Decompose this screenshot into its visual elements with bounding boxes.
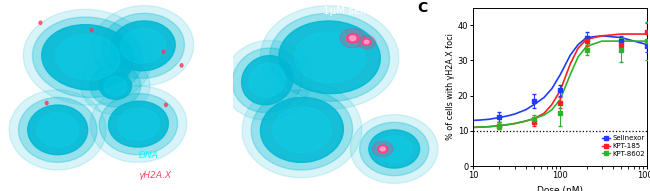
Legend: Selinexor, KPT-185, KPT-8602: Selinexor, KPT-185, KPT-8602 — [599, 133, 647, 159]
Text: γH2A.X: γH2A.X — [138, 171, 172, 180]
Ellipse shape — [111, 21, 176, 71]
Y-axis label: % of cells with γH2A.X foci: % of cells with γH2A.X foci — [446, 33, 455, 140]
Ellipse shape — [90, 65, 141, 107]
Ellipse shape — [164, 103, 167, 107]
Ellipse shape — [90, 86, 187, 162]
Ellipse shape — [99, 73, 131, 99]
Ellipse shape — [350, 36, 356, 40]
Ellipse shape — [364, 40, 369, 44]
Ellipse shape — [99, 94, 177, 155]
Ellipse shape — [358, 35, 376, 49]
Ellipse shape — [90, 29, 93, 32]
Text: DNA: DNA — [138, 151, 158, 160]
Ellipse shape — [362, 39, 371, 45]
Ellipse shape — [340, 29, 365, 48]
X-axis label: Dose (nM): Dose (nM) — [538, 186, 583, 191]
Ellipse shape — [273, 107, 331, 153]
Ellipse shape — [279, 21, 380, 94]
Ellipse shape — [346, 33, 359, 43]
Ellipse shape — [18, 97, 97, 162]
Ellipse shape — [104, 77, 127, 95]
Ellipse shape — [242, 82, 362, 178]
Ellipse shape — [92, 6, 194, 86]
Ellipse shape — [180, 64, 183, 67]
Ellipse shape — [372, 141, 393, 157]
Ellipse shape — [294, 32, 365, 83]
Text: Mock: Mock — [185, 6, 213, 16]
Ellipse shape — [23, 9, 152, 105]
Ellipse shape — [118, 108, 159, 140]
Ellipse shape — [242, 56, 293, 105]
Ellipse shape — [261, 97, 343, 162]
Ellipse shape — [46, 101, 48, 105]
Ellipse shape — [378, 145, 388, 153]
Ellipse shape — [109, 101, 168, 147]
Ellipse shape — [42, 25, 134, 90]
Ellipse shape — [250, 63, 285, 97]
Text: C: C — [417, 1, 428, 15]
Text: 1μM selinexor: 1μM selinexor — [323, 6, 396, 16]
Ellipse shape — [55, 34, 120, 80]
Ellipse shape — [32, 17, 143, 98]
Ellipse shape — [120, 28, 166, 63]
Ellipse shape — [232, 48, 302, 112]
Ellipse shape — [369, 130, 420, 168]
Ellipse shape — [39, 21, 42, 25]
Ellipse shape — [36, 112, 79, 147]
Text: B: B — [244, 6, 254, 19]
Ellipse shape — [270, 13, 389, 101]
Ellipse shape — [101, 13, 185, 79]
Ellipse shape — [380, 147, 385, 151]
Ellipse shape — [28, 105, 88, 155]
Ellipse shape — [162, 50, 165, 53]
Ellipse shape — [376, 136, 412, 162]
Ellipse shape — [359, 122, 429, 176]
Ellipse shape — [350, 115, 438, 183]
Ellipse shape — [252, 90, 352, 170]
Ellipse shape — [81, 57, 150, 115]
Ellipse shape — [261, 6, 399, 109]
Ellipse shape — [223, 40, 311, 120]
Ellipse shape — [9, 90, 106, 170]
Text: A: A — [12, 6, 21, 19]
